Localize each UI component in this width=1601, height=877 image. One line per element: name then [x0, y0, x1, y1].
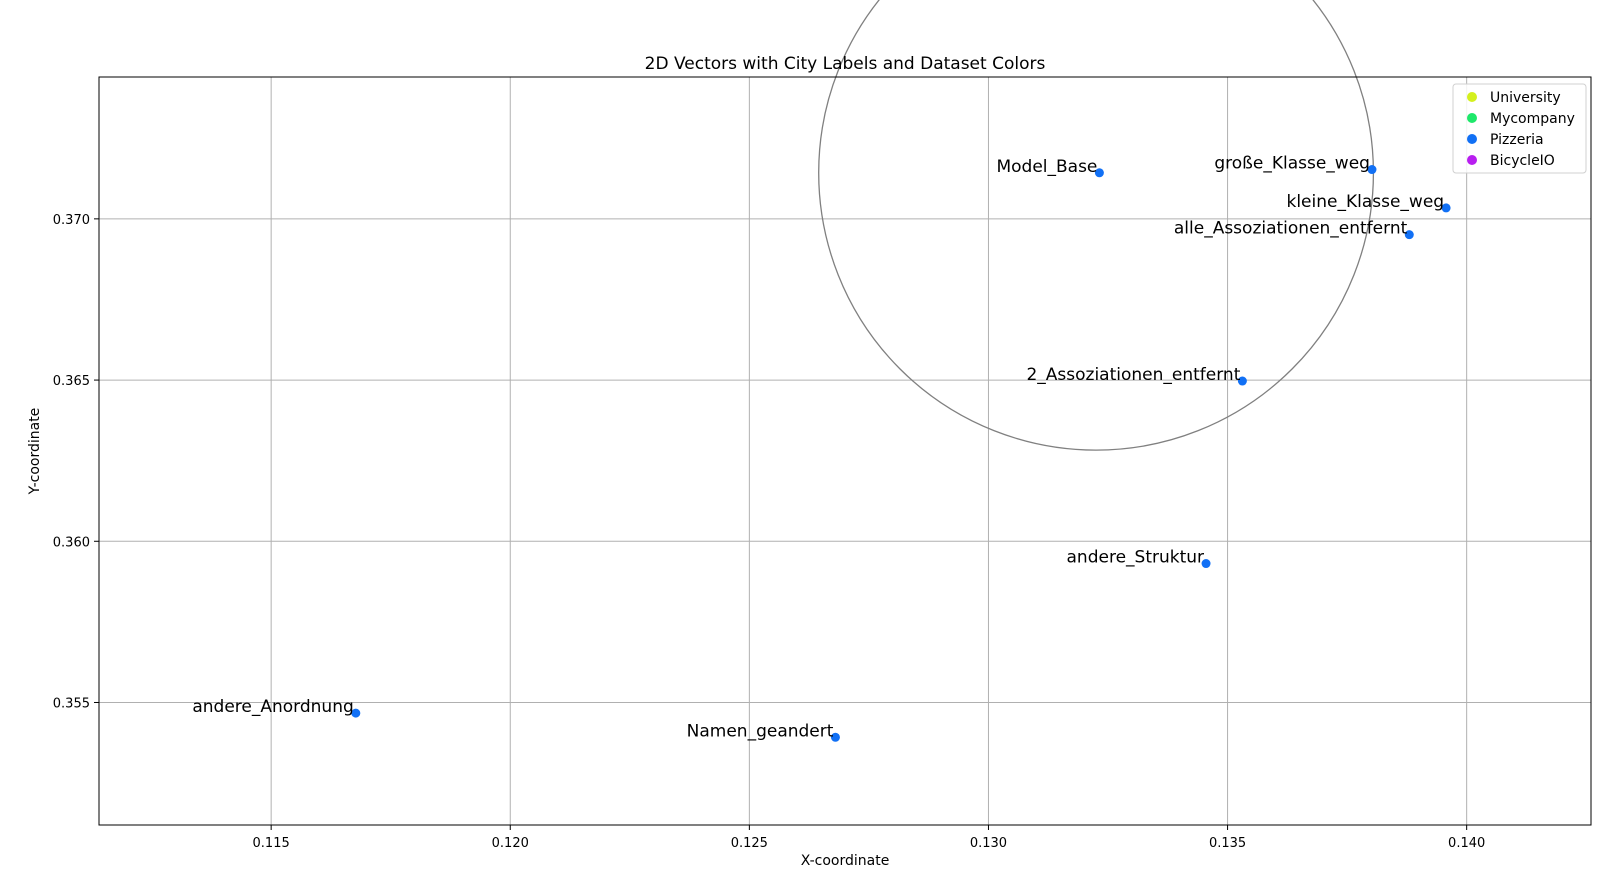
plot-frame [98, 76, 1592, 826]
x-tick-label: 0.130 [970, 836, 1007, 851]
y-tick-label: 0.360 [53, 535, 90, 550]
legend-label: BicycleIO [1490, 153, 1555, 169]
legend-label: Mycompany [1490, 111, 1575, 127]
legend-marker [1467, 155, 1477, 165]
axis-ticks: 0.115 0.120 0.125 0.130 0.135 0.140 0.355 0.360… [53, 213, 1485, 851]
data-point [1201, 559, 1211, 569]
point-label: Model_Base [996, 157, 1097, 177]
legend-marker [1467, 92, 1477, 102]
point-label: andere_Struktur [1067, 548, 1205, 568]
data-point [1367, 165, 1377, 175]
x-axis-label: X-coordinate [801, 853, 890, 869]
data-point [830, 732, 840, 742]
point-labels: Model_Base große_Klasse_weg kleine_Klasse_… [192, 154, 1444, 742]
legend: University Mycompany Pizzeria BicycleIO [1452, 83, 1587, 174]
legend-label: Pizzeria [1490, 132, 1544, 148]
legend-label: University [1490, 90, 1561, 106]
data-point [1441, 203, 1451, 213]
point-label: kleine_Klasse_weg [1286, 192, 1444, 212]
point-label: 2_Assoziationen_entfernt [1026, 365, 1240, 385]
point-label: große_Klasse_weg [1214, 154, 1370, 174]
y-tick-label: 0.355 [53, 696, 90, 711]
point-label: alle_Assoziationen_entfernt [1174, 219, 1408, 239]
legend-marker [1467, 113, 1477, 123]
data-points [351, 165, 1451, 742]
point-label: andere_Anordnung [192, 697, 353, 717]
y-tick-label: 0.365 [53, 374, 90, 389]
y-axis-label: Y-coordinate [27, 408, 43, 496]
x-tick-label: 0.135 [1209, 836, 1246, 851]
legend-box [1452, 83, 1587, 174]
x-tick-label: 0.140 [1448, 836, 1485, 851]
data-point [1237, 376, 1247, 386]
data-point [1404, 230, 1414, 240]
data-point [1094, 168, 1104, 178]
x-tick-label: 0.125 [731, 836, 768, 851]
legend-marker [1467, 134, 1477, 144]
chart-title: 2D Vectors with City Labels and Dataset … [645, 54, 1046, 74]
y-tick-label: 0.370 [53, 213, 90, 228]
x-tick-label: 0.115 [253, 836, 290, 851]
x-tick-label: 0.120 [492, 836, 529, 851]
data-point [351, 708, 361, 718]
point-label: Namen_geandert [687, 721, 834, 741]
grid-lines [99, 77, 1591, 825]
